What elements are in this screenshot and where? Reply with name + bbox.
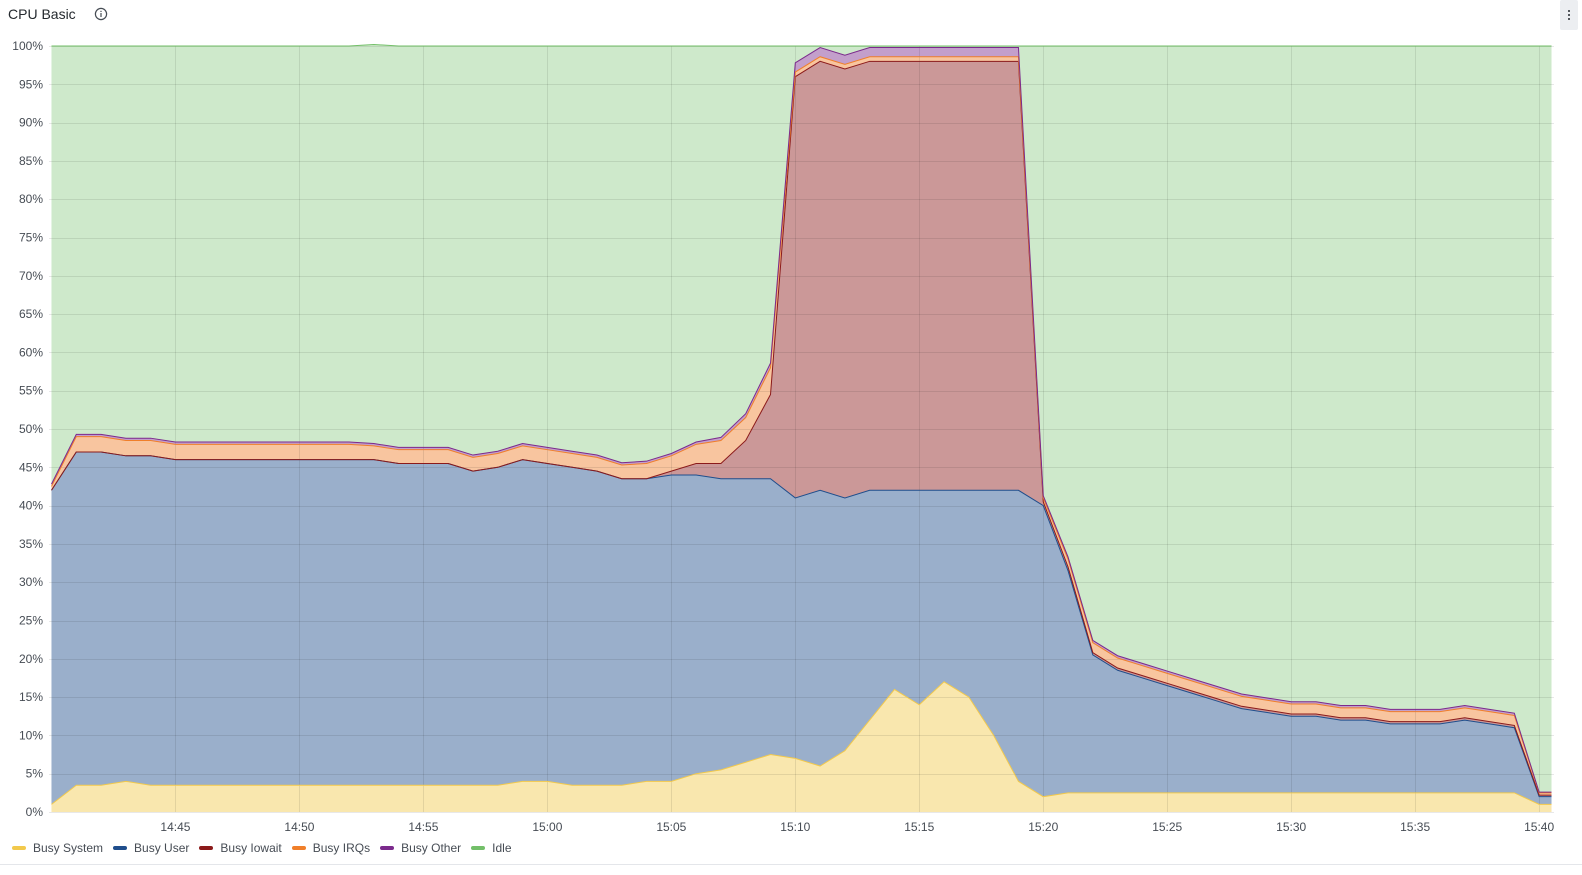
line-busy-iowait <box>51 60 1552 796</box>
legend-item-idle[interactable]: Idle <box>471 841 512 855</box>
x-axis-labels: 14:45 14:50 14:55 15:00 15:05 15:10 15:15 15:20… <box>160 820 1554 834</box>
legend-label: Idle <box>492 841 512 855</box>
y-tick-label: 75% <box>19 231 43 245</box>
legend-item-busy-irqs[interactable]: Busy IRQs <box>291 841 371 855</box>
grid <box>49 46 1554 813</box>
series-areas <box>51 44 1552 812</box>
x-tick-label: 15:30 <box>1276 820 1306 834</box>
area-busy-user <box>51 451 1552 805</box>
y-tick-label: 5% <box>26 767 44 781</box>
x-tick-label: 15:15 <box>904 820 934 834</box>
area-busy-system <box>51 681 1552 812</box>
y-axis-labels: 0% 5% 10% 15% 20% 25% 30% 35% 40% 45% 50% 55% 60% 65%… <box>12 39 43 819</box>
legend-item-busy-iowait[interactable]: Busy Iowait <box>199 841 282 855</box>
x-tick-label: 15:10 <box>780 820 810 834</box>
y-tick-label: 95% <box>19 77 43 91</box>
area-busy-iowait <box>51 61 1552 797</box>
legend-label: Busy System <box>33 841 104 855</box>
x-tick-label: 15:20 <box>1028 820 1058 834</box>
legend-swatch <box>113 846 128 850</box>
y-tick-label: 45% <box>19 460 43 474</box>
x-tick-label: 14:55 <box>408 820 438 834</box>
y-tick-label: 35% <box>19 537 43 551</box>
line-busy-other <box>51 46 1552 793</box>
y-tick-label: 10% <box>19 728 43 742</box>
line-busy-system <box>51 681 1552 805</box>
y-tick-label: 20% <box>19 652 43 666</box>
y-tick-label: 90% <box>19 116 43 130</box>
legend-swatch <box>199 846 214 850</box>
chart-legend: Busy System Busy User Busy Iowait Busy IRQs… <box>12 839 522 857</box>
x-tick-label: 14:50 <box>284 820 314 834</box>
y-tick-label: 25% <box>19 614 43 628</box>
legend-item-busy-user[interactable]: Busy User <box>113 841 189 855</box>
y-tick-label: 55% <box>19 384 43 398</box>
y-tick-label: 0% <box>26 805 44 819</box>
x-tick-label: 15:00 <box>532 820 562 834</box>
legend-label: Busy IRQs <box>312 841 371 855</box>
y-tick-label: 50% <box>19 422 43 436</box>
legend-swatch <box>380 846 395 850</box>
legend-label: Busy User <box>134 841 190 855</box>
y-tick-label: 70% <box>19 269 43 283</box>
legend-item-busy-system[interactable]: Busy System <box>12 841 103 855</box>
legend-swatch <box>12 846 26 850</box>
legend-label: Busy Iowait <box>220 841 282 855</box>
x-tick-label: 15:35 <box>1400 820 1430 834</box>
y-tick-label: 80% <box>19 192 43 206</box>
legend-swatch <box>471 846 486 850</box>
panel-title: CPU Basic <box>8 6 76 22</box>
line-idle <box>51 43 1552 47</box>
area-idle <box>51 44 1552 793</box>
legend-label: Busy Other <box>401 841 462 855</box>
y-tick-label: 65% <box>19 307 43 321</box>
y-tick-label: 100% <box>12 39 43 53</box>
info-icon[interactable] <box>94 7 108 21</box>
x-tick-label: 15:05 <box>656 820 686 834</box>
y-tick-label: 15% <box>19 690 43 704</box>
y-tick-label: 60% <box>19 345 43 359</box>
y-tick-label: 40% <box>19 499 43 513</box>
panel-menu-button[interactable] <box>1560 0 1578 30</box>
legend-item-busy-other[interactable]: Busy Other <box>380 841 461 855</box>
series-lines <box>51 43 1552 805</box>
panel-divider <box>0 864 1582 865</box>
x-tick-label: 14:45 <box>160 820 190 834</box>
line-busy-irqs <box>51 56 1552 794</box>
legend-swatch <box>291 846 306 850</box>
cpu-usage-chart: 0% 5% 10% 15% 20% 25% 30% 35% 40% 45% 50% 55% 60% 65%… <box>12 39 1554 834</box>
x-tick-label: 15:25 <box>1152 820 1182 834</box>
y-tick-label: 85% <box>19 154 43 168</box>
x-tick-label: 15:40 <box>1524 820 1554 834</box>
panel-header: CPU Basic <box>0 0 1582 30</box>
y-tick-label: 30% <box>19 575 43 589</box>
